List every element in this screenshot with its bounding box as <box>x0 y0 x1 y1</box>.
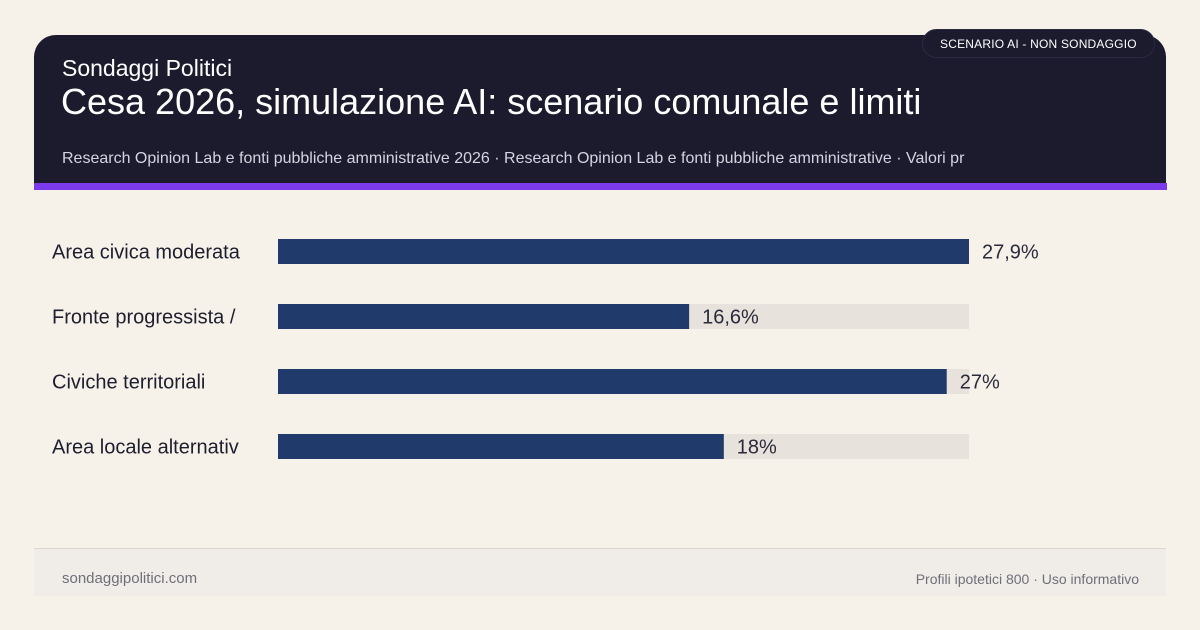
chart-subtitle: Research Opinion Lab e fonti pubbliche a… <box>62 150 965 167</box>
bar-chart: Area civica moderata 27,9% Fronte progress… <box>52 239 1039 459</box>
category-label: Civiche territoriali <box>52 372 205 394</box>
value-label: 27% <box>960 372 1000 394</box>
footer-note: Profili ipotetici 800 · Uso informativo <box>915 571 1139 587</box>
bar <box>278 369 947 394</box>
footer-site-link[interactable]: sondaggipolitici.com <box>62 570 198 587</box>
scenario-badge: SCENARIO AI - NON SONDAGGIO <box>922 29 1155 58</box>
brand-name: Sondaggi Politici <box>62 55 233 81</box>
category-label: Area locale alternativ <box>52 437 239 459</box>
value-label: 16,6% <box>702 307 759 329</box>
value-label: 27,9% <box>982 242 1039 264</box>
chart-title: Cesa 2026, simulazione AI: scenario comu… <box>61 81 922 122</box>
category-label: Fronte progressista / <box>52 307 236 329</box>
bar <box>278 304 690 329</box>
header-accent-bar <box>34 183 1167 190</box>
value-label: 18% <box>737 437 777 459</box>
bar <box>278 239 969 264</box>
category-label: Area civica moderata <box>52 242 241 264</box>
footer: sondaggipolitici.com Profili ipotetici 8… <box>34 548 1166 596</box>
chart-header: Sondaggi Politici Cesa 2026, simulazione… <box>34 35 1166 183</box>
bar <box>278 434 724 459</box>
